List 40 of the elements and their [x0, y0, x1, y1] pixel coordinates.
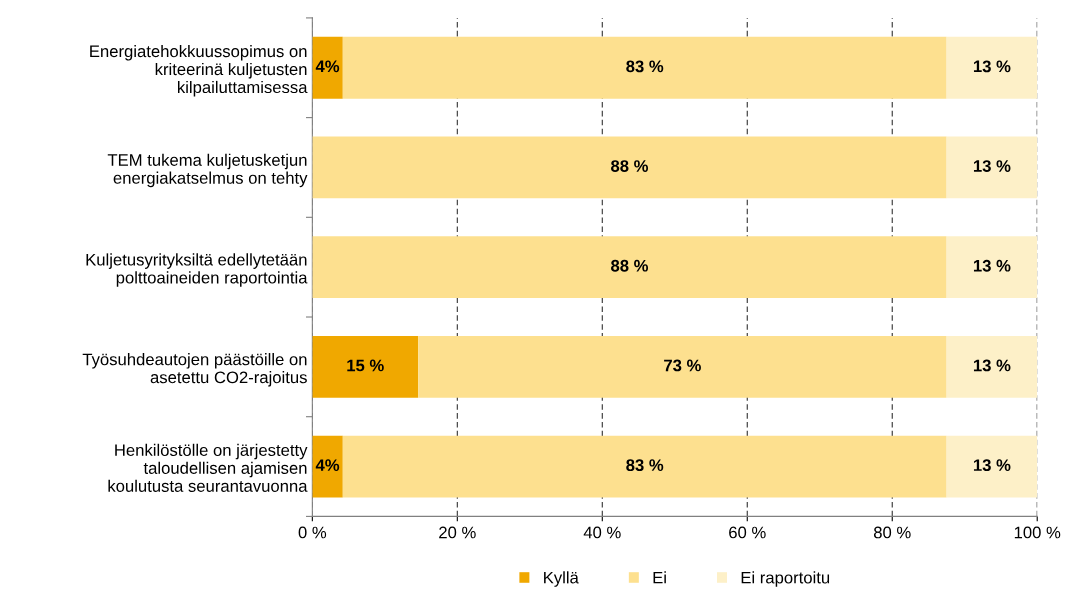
data-label: 13 % [973, 60, 1011, 73]
y-tick-label: TEM tukema kuljetusketjun energiakatselmus on tehty [107, 153, 308, 188]
data-label: 13 % [973, 160, 1011, 172]
legend-label: Kyllä [544, 571, 579, 587]
y-tick-label: Kuljetusyrityksiltä edellytetään polttoaineiden raportointia [86, 253, 308, 287]
legend-label: Ei [653, 571, 666, 584]
y-tick-label: Energiatehokkuussopimus on kriteerinä kuljetusten kilpailuttamisessa [90, 44, 308, 97]
bar [946, 435, 1038, 498]
data-label: 83 % [626, 459, 664, 472]
legend-label: Ei raportoitu [741, 571, 830, 587]
bar [418, 335, 947, 398]
bar [946, 36, 1038, 99]
bar [312, 335, 419, 398]
bar [312, 36, 343, 99]
bar [312, 136, 947, 199]
x-tick-label: 20 % [439, 526, 476, 539]
bar [312, 236, 947, 299]
x-tick-label: 80 % [873, 526, 911, 539]
data-label: 4% [315, 459, 340, 471]
data-label: 83 % [626, 60, 664, 73]
data-label: 13 % [973, 459, 1011, 472]
bar [946, 136, 1038, 199]
data-label: 4% [315, 60, 340, 73]
data-label: 15 % [347, 359, 384, 372]
bar [946, 236, 1038, 299]
y-tick-label: Työsuhdeautojen päästöille on asetettu CO2-rajoitus [82, 353, 307, 387]
data-label: 88 % [611, 259, 649, 272]
x-tick-label: 100 % [1014, 526, 1061, 539]
data-label: 13 % [973, 359, 1011, 372]
bar [312, 435, 343, 498]
bar [342, 36, 947, 99]
x-tick-label: 40 % [583, 526, 621, 539]
data-label: 13 % [973, 259, 1011, 272]
data-label: 73 % [664, 359, 701, 372]
bar [946, 335, 1038, 398]
x-tick-label: 0 % [298, 526, 327, 539]
x-tick-label: 60 % [729, 526, 766, 539]
data-label: 88 % [611, 160, 649, 172]
y-tick-label: Henkilöstölle on järjestetty taloudellisen ajamisen koulutusta seurantavuonna [108, 443, 308, 492]
bar [342, 435, 947, 498]
